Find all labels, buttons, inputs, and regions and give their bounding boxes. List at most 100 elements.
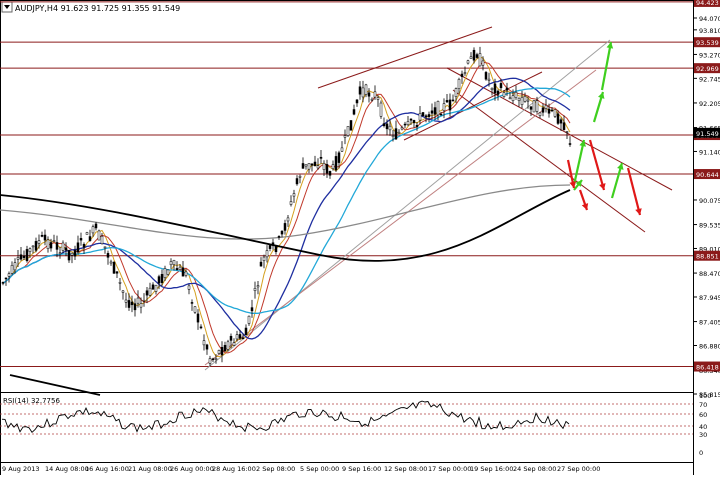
red-arrow-head xyxy=(581,203,589,210)
date-tick-label: 28 Aug 16:00 xyxy=(212,465,256,473)
candle-body xyxy=(496,90,500,95)
candle-body xyxy=(133,303,137,311)
level-tag-label: 86.418 xyxy=(696,364,719,372)
candle-body xyxy=(418,113,422,121)
ma-mid-line xyxy=(2,61,571,354)
date-tick-label: 19 Sep 16:00 xyxy=(470,465,513,473)
level-tag xyxy=(694,63,720,74)
candle-body xyxy=(157,276,161,284)
candle-body xyxy=(430,110,434,114)
candle-body xyxy=(151,284,155,290)
candle-body xyxy=(511,95,515,101)
candle-body xyxy=(490,87,494,90)
candle-body xyxy=(22,255,26,258)
candle-body xyxy=(487,78,491,81)
candle-body xyxy=(469,56,473,59)
candle-body xyxy=(541,107,545,113)
level-tag xyxy=(694,169,720,180)
candle-body xyxy=(163,268,167,278)
candle-body xyxy=(79,238,83,241)
candle-body xyxy=(70,252,74,256)
symbol-info: AUDJPY,H4 91.623 91.725 91.355 91.549 xyxy=(15,4,180,13)
candle-body xyxy=(391,135,395,137)
rsi-tick-label: 0 xyxy=(699,449,703,457)
price-tick-label: 89.535 xyxy=(699,222,720,230)
candle-body xyxy=(451,99,455,102)
candle-body xyxy=(337,152,341,163)
candle-body xyxy=(331,164,335,169)
candle-body xyxy=(568,143,572,145)
candle-body xyxy=(556,113,560,124)
candle-body xyxy=(292,193,296,197)
ma-gray-line xyxy=(0,184,571,240)
candle-body xyxy=(193,306,197,313)
candle-body xyxy=(409,118,413,121)
candle-body xyxy=(493,83,497,94)
date-tick-label: 9 Aug 2013 xyxy=(2,465,40,473)
candle-body xyxy=(49,242,53,249)
candle-body xyxy=(160,274,164,283)
candle-body xyxy=(346,126,350,136)
candle-body xyxy=(4,277,8,280)
candle-body xyxy=(316,165,320,169)
price-tick-label: 87.405 xyxy=(699,319,720,327)
candle-body xyxy=(559,119,563,124)
candle-body xyxy=(307,163,311,170)
price-tick-label: 92.745 xyxy=(699,75,720,83)
ma-black-lower-line xyxy=(9,374,101,396)
rsi-tick-label: 30 xyxy=(699,431,707,439)
price-tick-label: 86.880 xyxy=(699,342,720,350)
date-tick-label: 2 Sep 08:00 xyxy=(256,465,295,473)
candle-body xyxy=(46,239,50,249)
candle-body xyxy=(73,250,77,257)
candle-body xyxy=(340,147,344,152)
candle-body xyxy=(181,267,185,277)
trend-line xyxy=(317,26,493,89)
date-tick-label: 9 Sep 16:00 xyxy=(342,465,381,473)
forecast-arrows xyxy=(566,41,642,216)
date-tick-label: 5 Sep 00:00 xyxy=(300,465,339,473)
trend-line xyxy=(452,89,646,233)
candle-body xyxy=(76,242,80,253)
chart-menu-button[interactable] xyxy=(1,1,13,13)
price-tick-label: 87.945 xyxy=(699,294,720,302)
candle-body xyxy=(124,299,128,303)
candle-body xyxy=(283,223,287,231)
price-tick-label: 89.010 xyxy=(699,245,720,253)
candle-body xyxy=(442,103,446,112)
candle-body xyxy=(208,358,212,364)
candle-body xyxy=(400,127,404,130)
candle-body xyxy=(484,72,488,80)
level-tag-label: 90.644 xyxy=(696,171,719,179)
candle-body xyxy=(43,234,47,241)
candle-body xyxy=(220,347,224,356)
candle-body xyxy=(406,121,410,126)
candle-body xyxy=(88,236,92,241)
candle-body xyxy=(277,236,281,238)
candle-body xyxy=(31,245,35,248)
date-tick-label: 26 Aug 00:00 xyxy=(170,465,214,473)
candle-body xyxy=(214,358,218,360)
candle-body xyxy=(535,100,539,112)
price-tick-label: 91.140 xyxy=(699,148,720,156)
candle-body xyxy=(457,79,461,89)
candle-body xyxy=(94,223,98,229)
candle-body xyxy=(106,253,110,258)
candle-body xyxy=(508,97,512,100)
candle-body xyxy=(154,284,158,292)
candle-body xyxy=(463,72,467,74)
candle-body xyxy=(505,87,509,91)
price-tick-label: 92.205 xyxy=(699,100,720,108)
candle-body xyxy=(394,128,398,140)
candle-body xyxy=(502,92,506,97)
candle-body xyxy=(184,271,188,276)
candle-body xyxy=(1,282,5,284)
candle-body xyxy=(238,334,242,339)
candle-body xyxy=(301,163,305,169)
candle-body xyxy=(34,241,38,251)
date-tick-label: 27 Sep 00:00 xyxy=(557,465,600,473)
candle-body xyxy=(241,337,245,340)
